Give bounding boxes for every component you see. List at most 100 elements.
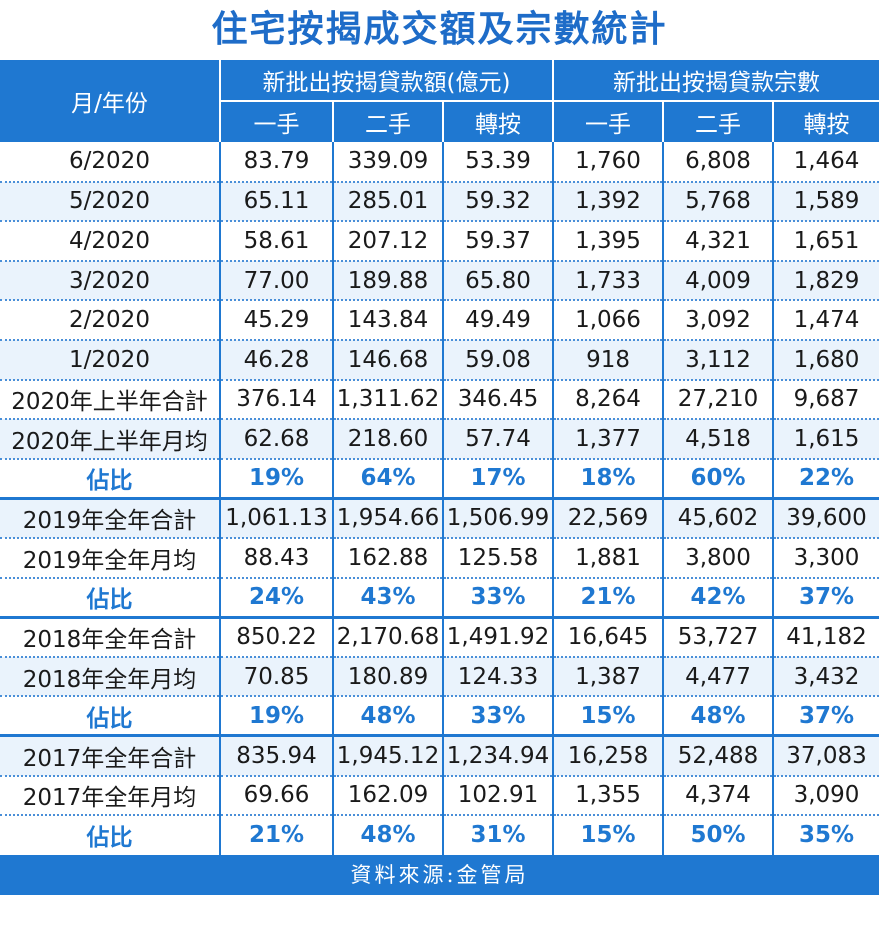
table-cell: 1,829: [772, 260, 879, 302]
table-row: 佔比 19% 48% 33% 15% 48% 37%: [0, 696, 879, 738]
table-cell: 4,374: [662, 775, 774, 817]
table-cell: 1,355: [552, 775, 664, 817]
row-label: 2/2020: [0, 300, 220, 341]
col-header: 轉按: [772, 100, 879, 142]
table-cell: 16,645: [552, 617, 664, 658]
table-cell: 53,727: [662, 617, 774, 658]
table-row: 佔比 24% 43% 33% 21% 42% 37%: [0, 577, 879, 619]
row-label: 4/2020: [0, 221, 220, 262]
table-cell: 4,477: [662, 656, 774, 698]
table-cell: 48%: [662, 696, 774, 738]
table-cell: 918: [552, 339, 664, 381]
table-cell: 1,733: [552, 260, 664, 302]
table-cell: 18%: [552, 458, 664, 500]
table-cell: 37%: [772, 696, 879, 738]
table-row: 2017年全年合計 835.94 1,945.12 1,234.94 16,258 52,…: [0, 735, 879, 777]
table-cell: 162.88: [332, 537, 443, 579]
table-body: 6/2020 83.79 339.09 53.39 1,760 6,808 1,464 5/2…: [0, 142, 879, 855]
table-cell: 65.11: [219, 181, 333, 223]
table-cell: 22%: [772, 458, 879, 500]
col-header: 轉按: [441, 100, 554, 142]
table-cell: 1,377: [552, 419, 664, 460]
col-header: 二手: [332, 100, 443, 142]
table-cell: 1,491.92: [441, 617, 554, 658]
table-cell: 42%: [662, 577, 774, 619]
table-row: 2018年全年合計 850.22 2,170.68 1,491.92 16,645 53,…: [0, 617, 879, 658]
table-cell: 339.09: [332, 142, 443, 183]
table-cell: 1,464: [772, 142, 879, 183]
table-cell: 125.58: [441, 537, 554, 579]
table-cell: 124.33: [441, 656, 554, 698]
table-cell: 37,083: [772, 735, 879, 777]
col-header: 二手: [662, 100, 774, 142]
row-label: 5/2020: [0, 181, 220, 223]
row-label: 3/2020: [0, 260, 220, 302]
table-cell: 143.84: [332, 300, 443, 341]
table-cell: 65.80: [441, 260, 554, 302]
row-label: 佔比: [0, 458, 220, 500]
table-cell: 835.94: [219, 735, 333, 777]
table-cell: 59.08: [441, 339, 554, 381]
table-cell: 1,680: [772, 339, 879, 381]
table-cell: 3,092: [662, 300, 774, 341]
table-cell: 346.45: [441, 379, 554, 421]
row-label: 6/2020: [0, 142, 220, 183]
table-cell: 1,881: [552, 537, 664, 579]
table-row: 2/2020 45.29 143.84 49.49 1,066 3,092 1,474: [0, 300, 879, 341]
table-cell: 4,009: [662, 260, 774, 302]
table-cell: 189.88: [332, 260, 443, 302]
table-cell: 62.68: [219, 419, 333, 460]
row-label: 2019年全年合計: [0, 498, 220, 539]
table-cell: 49.49: [441, 300, 554, 341]
table-cell: 33%: [441, 696, 554, 738]
table-cell: 46.28: [219, 339, 333, 381]
table-cell: 37%: [772, 577, 879, 619]
table-cell: 33%: [441, 577, 554, 619]
table-cell: 88.43: [219, 537, 333, 579]
table-cell: 102.91: [441, 775, 554, 817]
table-cell: 59.32: [441, 181, 554, 223]
table-row: 4/2020 58.61 207.12 59.37 1,395 4,321 1,651: [0, 221, 879, 262]
row-label: 2020年上半年月均: [0, 419, 220, 460]
table-cell: 8,264: [552, 379, 664, 421]
table-cell: 27,210: [662, 379, 774, 421]
table-cell: 9,687: [772, 379, 879, 421]
table-cell: 4,518: [662, 419, 774, 460]
table-cell: 57.74: [441, 419, 554, 460]
table-cell: 19%: [219, 696, 333, 738]
amount-group-header: 新批出按揭貸款額(億元): [218, 60, 554, 101]
col-header: 一手: [219, 100, 333, 142]
table-cell: 50%: [662, 815, 774, 855]
table-row: 2019年全年月均 88.43 162.88 125.58 1,881 3,800 3,30…: [0, 537, 879, 579]
table-cell: 83.79: [219, 142, 333, 183]
table-cell: 60%: [662, 458, 774, 500]
table-cell: 48%: [332, 815, 443, 855]
source-footer: 資料來源:金管局: [0, 854, 879, 895]
table-row: 6/2020 83.79 339.09 53.39 1,760 6,808 1,464: [0, 142, 879, 183]
table-row: 5/2020 65.11 285.01 59.32 1,392 5,768 1,589: [0, 181, 879, 223]
table-cell: 1,234.94: [441, 735, 554, 777]
table-cell: 207.12: [332, 221, 443, 262]
table-cell: 3,800: [662, 537, 774, 579]
table-cell: 1,506.99: [441, 498, 554, 539]
table-cell: 22,569: [552, 498, 664, 539]
table-cell: 3,432: [772, 656, 879, 698]
row-label: 佔比: [0, 577, 220, 619]
table-cell: 1,395: [552, 221, 664, 262]
table-cell: 15%: [552, 696, 664, 738]
col-header: 一手: [552, 100, 664, 142]
table-cell: 41,182: [772, 617, 879, 658]
count-group-header: 新批出按揭貸款宗數: [552, 60, 879, 101]
table-cell: 2,170.68: [332, 617, 443, 658]
row-label-header: 月/年份: [0, 60, 220, 142]
table-row: 2020年上半年月均 62.68 218.60 57.74 1,377 4,518 1,61…: [0, 419, 879, 460]
table-cell: 1,387: [552, 656, 664, 698]
table-cell: 3,112: [662, 339, 774, 381]
table-cell: 19%: [219, 458, 333, 500]
row-label: 2018年全年月均: [0, 656, 220, 698]
table-row: 2019年全年合計 1,061.13 1,954.66 1,506.99 22,569 4…: [0, 498, 879, 539]
row-label: 2017年全年月均: [0, 775, 220, 817]
page-title: 住宅按揭成交額及宗數統計: [211, 9, 668, 50]
table-cell: 1,474: [772, 300, 879, 341]
table-cell: 48%: [332, 696, 443, 738]
